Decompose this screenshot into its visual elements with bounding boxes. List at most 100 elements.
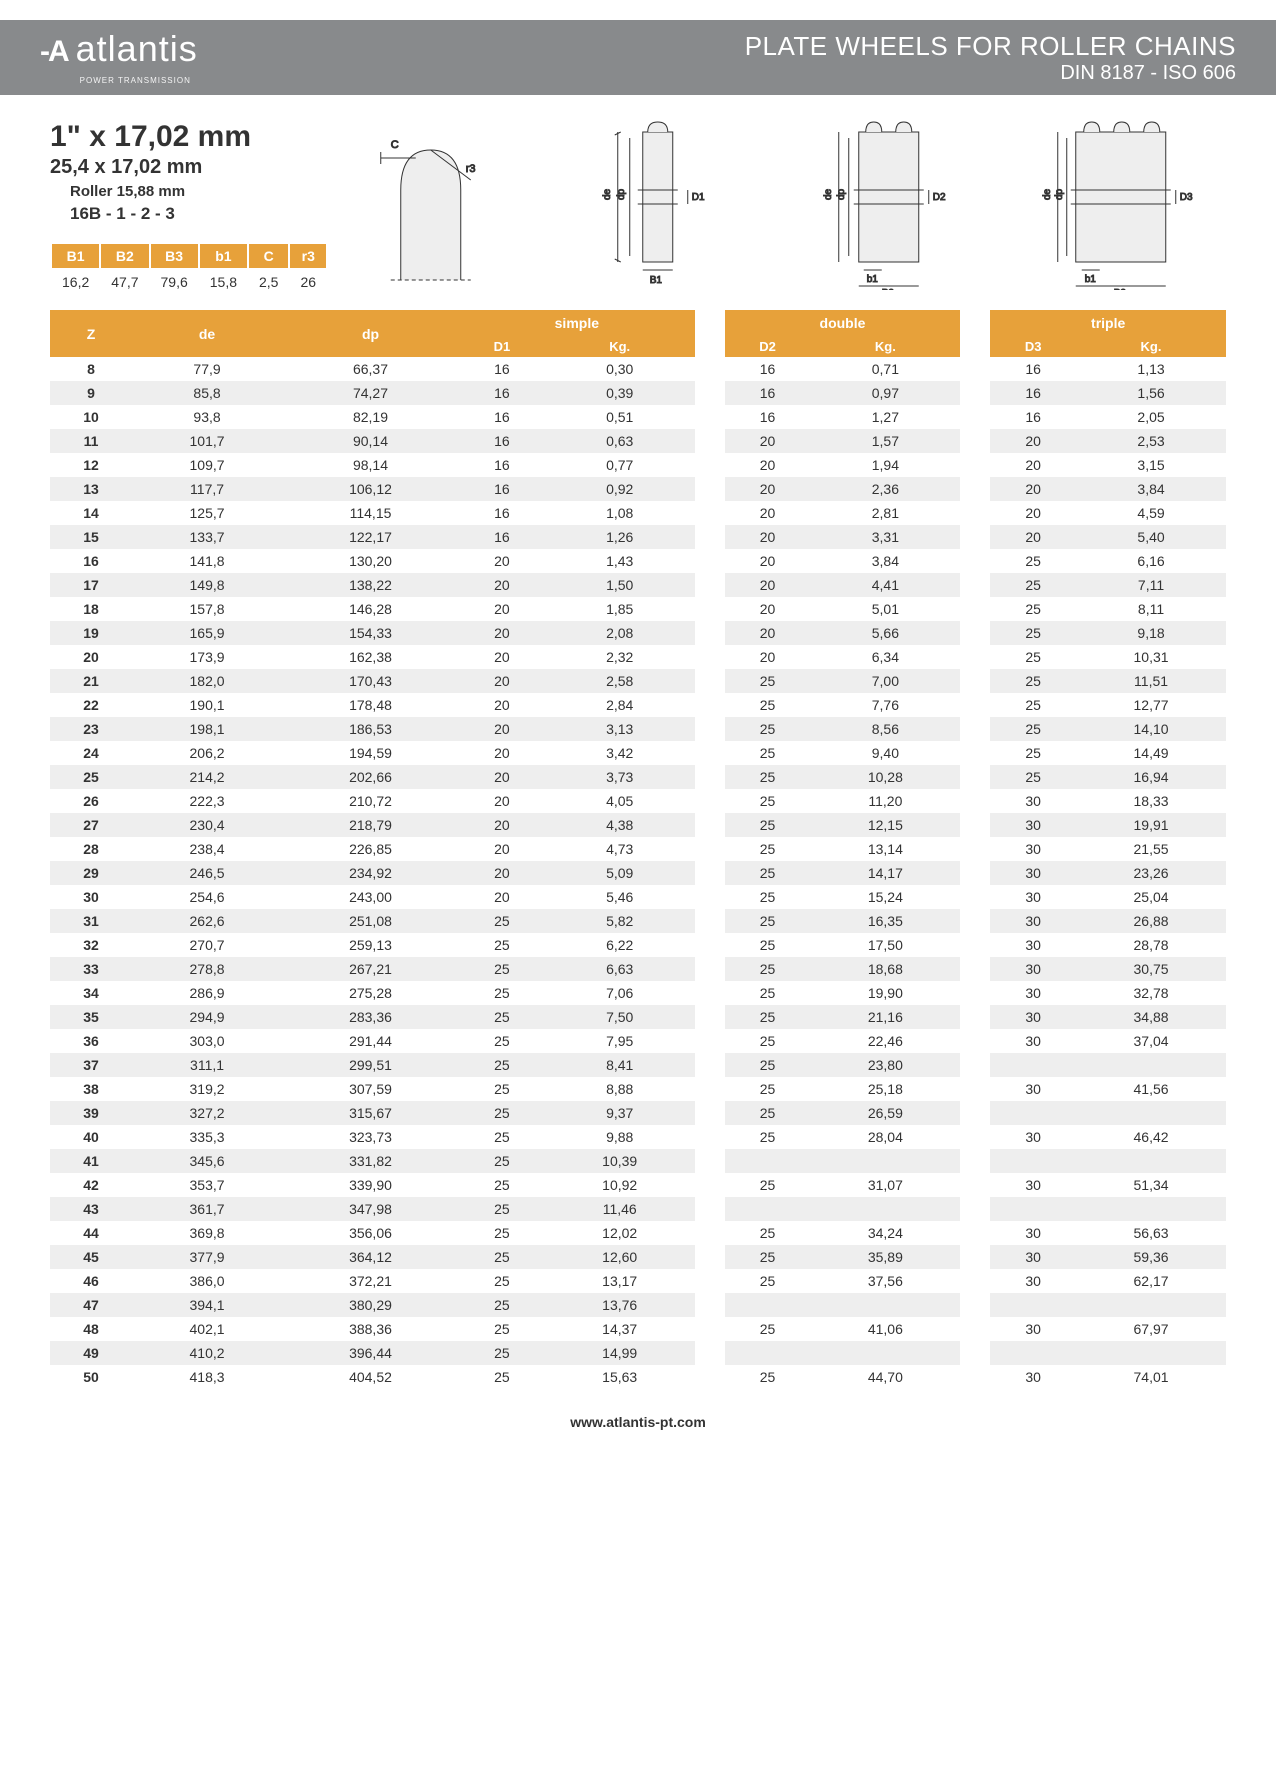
cell: 117,7 — [132, 477, 282, 501]
table-row: 29246,5234,92205,092514,173023,26 — [50, 861, 1226, 885]
cell: 34 — [50, 981, 132, 1005]
cell: 74,01 — [1076, 1365, 1226, 1389]
cell: 13 — [50, 477, 132, 501]
cell: 3,15 — [1076, 453, 1226, 477]
cell-gap — [960, 453, 990, 477]
table-row: 20173,9162,38202,32206,342510,31 — [50, 645, 1226, 669]
cell: 30 — [50, 885, 132, 909]
cell-gap — [960, 573, 990, 597]
cell: 26,59 — [810, 1101, 960, 1125]
cell-gap — [960, 429, 990, 453]
cell: 182,0 — [132, 669, 282, 693]
cell: 222,3 — [132, 789, 282, 813]
cell: 1,13 — [1076, 357, 1226, 381]
diagram-simple-icon: de dp D1 B1 — [562, 120, 764, 290]
cell-gap — [695, 813, 725, 837]
cell: 17 — [50, 573, 132, 597]
cell-gap — [960, 1197, 990, 1221]
cell: 90,14 — [282, 429, 459, 453]
cell: 20 — [459, 717, 545, 741]
cell: 30 — [990, 981, 1076, 1005]
cell-gap — [695, 1149, 725, 1173]
cell: 20 — [459, 765, 545, 789]
cell: 16 — [459, 453, 545, 477]
table-row: 27230,4218,79204,382512,153019,91 — [50, 813, 1226, 837]
cell: 25 — [459, 1245, 545, 1269]
cell-gap — [695, 861, 725, 885]
cell-gap — [960, 405, 990, 429]
cell: 9,40 — [810, 741, 960, 765]
cell: 234,92 — [282, 861, 459, 885]
cell: 44,70 — [810, 1365, 960, 1389]
cell-gap — [695, 885, 725, 909]
cell: 319,2 — [132, 1077, 282, 1101]
cell: 339,90 — [282, 1173, 459, 1197]
cell-gap — [695, 837, 725, 861]
cell — [1076, 1053, 1226, 1077]
cell: 25 — [990, 597, 1076, 621]
cell: 42 — [50, 1173, 132, 1197]
svg-text:b1: b1 — [1084, 274, 1096, 285]
cell-gap — [960, 1365, 990, 1389]
cell-gap — [695, 1221, 725, 1245]
cell: 1,27 — [810, 405, 960, 429]
cell: 6,16 — [1076, 549, 1226, 573]
cell: 25 — [459, 933, 545, 957]
cell: 28 — [50, 837, 132, 861]
cell: 30 — [990, 1029, 1076, 1053]
cell: 20 — [990, 453, 1076, 477]
table-row: 13117,7106,12160,92202,36203,84 — [50, 477, 1226, 501]
cell: 25 — [725, 1245, 811, 1269]
cell: 0,30 — [545, 357, 695, 381]
cell: 25 — [459, 1005, 545, 1029]
cell: 146,28 — [282, 597, 459, 621]
cell: 327,2 — [132, 1101, 282, 1125]
cell: 20 — [725, 573, 811, 597]
cell: 23,26 — [1076, 861, 1226, 885]
cell: 20 — [459, 645, 545, 669]
cell: 20 — [459, 837, 545, 861]
cell: 1,26 — [545, 525, 695, 549]
table-row: 18157,8146,28201,85205,01258,11 — [50, 597, 1226, 621]
cell: 16 — [459, 429, 545, 453]
cell: 30 — [990, 885, 1076, 909]
cell: 4,59 — [1076, 501, 1226, 525]
cell: 15 — [50, 525, 132, 549]
cell: 25 — [459, 1053, 545, 1077]
cell: 5,66 — [810, 621, 960, 645]
cell: 30 — [990, 909, 1076, 933]
cell: 82,19 — [282, 405, 459, 429]
cell: 18 — [50, 597, 132, 621]
cell: 3,31 — [810, 525, 960, 549]
cell: 206,2 — [132, 741, 282, 765]
cell: 21,16 — [810, 1005, 960, 1029]
cell: 380,29 — [282, 1293, 459, 1317]
cell: 2,58 — [545, 669, 695, 693]
cell: 16 — [725, 381, 811, 405]
cell: 5,01 — [810, 597, 960, 621]
col-d1: D1 — [459, 336, 545, 357]
cell: 66,37 — [282, 357, 459, 381]
cell — [810, 1149, 960, 1173]
cell: 0,39 — [545, 381, 695, 405]
table-row: 49410,2396,442514,99 — [50, 1341, 1226, 1365]
cell: 25 — [725, 1125, 811, 1149]
cell: 23 — [50, 717, 132, 741]
cell-gap — [695, 693, 725, 717]
cell-gap — [960, 813, 990, 837]
table-row: 34286,9275,28257,062519,903032,78 — [50, 981, 1226, 1005]
cell: 402,1 — [132, 1317, 282, 1341]
cell: 25 — [459, 1197, 545, 1221]
spec-section: 1" x 17,02 mm 25,4 x 17,02 mm Roller 15,… — [0, 95, 1276, 310]
col-de: de — [132, 310, 282, 357]
cell: 178,48 — [282, 693, 459, 717]
cell: 30 — [990, 1125, 1076, 1149]
cell: 7,76 — [810, 693, 960, 717]
cell-gap — [695, 717, 725, 741]
col-dp: dp — [282, 310, 459, 357]
cell: 25 — [459, 1365, 545, 1389]
table-row: 38319,2307,59258,882525,183041,56 — [50, 1077, 1226, 1101]
cell: 20 — [990, 501, 1076, 525]
cell: 12,60 — [545, 1245, 695, 1269]
table-row: 37311,1299,51258,412523,80 — [50, 1053, 1226, 1077]
